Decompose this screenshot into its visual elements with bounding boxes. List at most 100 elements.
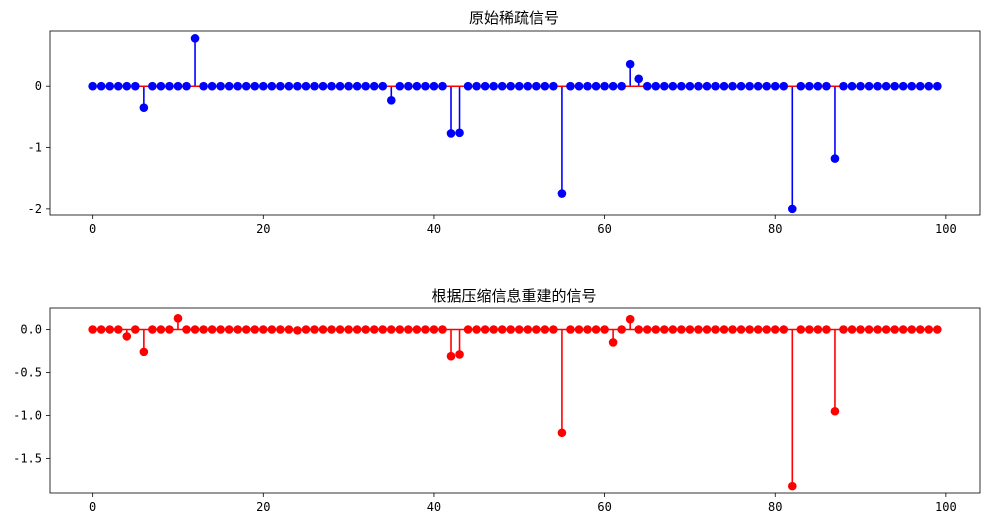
stem-marker (736, 325, 746, 334)
stem-marker (608, 338, 618, 347)
stem-marker (113, 325, 123, 334)
stem-marker (736, 81, 746, 91)
stem-marker (557, 428, 567, 438)
stem-marker (557, 189, 567, 198)
stem-marker (634, 74, 644, 84)
stem-marker (113, 81, 123, 91)
stem-marker (600, 81, 609, 91)
stem-marker (694, 81, 703, 91)
stem-marker (864, 81, 874, 91)
stem-marker (915, 325, 925, 334)
stem-marker (190, 34, 200, 43)
stem-marker (591, 81, 601, 91)
stem-marker (344, 325, 353, 334)
stem-marker (728, 325, 737, 334)
stem-marker (898, 325, 908, 334)
stem-marker (241, 325, 251, 334)
axes-frame (49, 307, 981, 494)
stem-marker (429, 325, 439, 334)
stem-marker (361, 81, 370, 91)
stem-marker (122, 81, 132, 91)
stem-marker (617, 325, 626, 334)
stem-marker (907, 81, 917, 91)
stem-marker (583, 325, 592, 334)
stem-marker (890, 81, 899, 91)
stem-marker (165, 325, 174, 334)
x-tick-label: 0 (89, 222, 96, 236)
x-tick-label: 80 (768, 222, 782, 236)
stem-marker (668, 325, 678, 334)
stem-marker (259, 81, 268, 91)
stem-marker (514, 325, 524, 334)
stem-marker (762, 325, 771, 334)
stem-marker (830, 154, 840, 163)
stem-marker (600, 325, 609, 334)
stem-marker (805, 325, 814, 334)
stem-marker (386, 325, 396, 334)
stem-marker (847, 325, 857, 334)
y-tick-label: 0 (35, 79, 42, 93)
x-tick-label: 40 (427, 500, 441, 514)
stem-marker (207, 81, 217, 91)
stem-marker (250, 81, 260, 91)
stem-marker (933, 325, 942, 334)
stem-marker (677, 81, 686, 91)
stem-marker (907, 325, 917, 334)
x-tick-label: 60 (597, 500, 611, 514)
stem-marker (642, 81, 652, 91)
x-tick-label: 0 (89, 500, 96, 514)
stem-marker (199, 81, 208, 91)
stem-marker (122, 332, 132, 341)
stem-marker (591, 325, 601, 334)
stem-marker (156, 325, 166, 334)
stem-marker (455, 128, 464, 138)
stem-marker (131, 325, 140, 334)
stem-marker (310, 325, 319, 334)
stem-marker (438, 325, 447, 334)
stem-marker (779, 81, 789, 91)
stem-marker (378, 325, 388, 334)
stem-marker (395, 325, 405, 334)
stem-marker (216, 81, 225, 91)
stem-marker (105, 81, 115, 91)
stem-marker (651, 325, 661, 334)
stem-marker (787, 204, 797, 214)
stem-marker (523, 325, 533, 334)
stem-marker (446, 129, 456, 138)
x-tick-label: 100 (935, 500, 957, 514)
stem-marker (472, 81, 481, 91)
stem-marker (489, 81, 498, 91)
stem-marker (770, 81, 780, 91)
stem-marker (301, 81, 311, 91)
stem-marker (412, 81, 422, 91)
stem-marker (497, 325, 507, 334)
stem-marker (199, 325, 208, 334)
stem-marker (318, 81, 328, 91)
stem-marker (284, 325, 294, 334)
stem-marker (745, 81, 754, 91)
stem-marker (421, 325, 430, 334)
stem-marker (318, 325, 328, 334)
stem-marker (822, 81, 831, 91)
stem-marker (753, 325, 763, 334)
stem-marker (873, 325, 882, 334)
stem-marker (856, 325, 865, 334)
stem-marker (813, 325, 823, 334)
stem-marker (847, 81, 857, 91)
stem-marker (412, 325, 422, 334)
stem-marker (881, 325, 891, 334)
stem-marker (924, 325, 934, 334)
stem-marker (386, 96, 396, 105)
stem-marker (429, 81, 439, 91)
stem-marker (839, 325, 848, 334)
y-tick-label: -1 (28, 141, 42, 155)
stem-marker (685, 325, 695, 334)
stem-marker (719, 81, 729, 91)
stem-marker (224, 81, 234, 91)
stem-marker (335, 325, 345, 334)
stem-marker (182, 325, 191, 334)
stem-marker (506, 325, 516, 334)
stem-marker (472, 325, 481, 334)
stem-marker (267, 81, 277, 91)
